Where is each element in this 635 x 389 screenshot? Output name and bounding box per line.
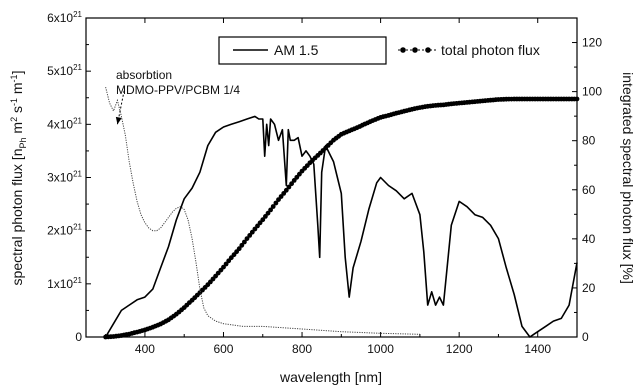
legend-label-am15: AM 1.5 [274,42,319,58]
x-tick-label-1: 600 [213,342,233,356]
annotation-line-2: MDMO-PPV/PCBM 1/4 [116,83,240,97]
total-flux-point-55 [247,233,253,238]
total-flux-point-53 [242,239,247,245]
series-line-absorption [105,86,420,335]
total-flux-point-69 [283,187,289,193]
total-flux-point-62 [265,210,271,216]
total-flux-point-46 [223,261,229,267]
x-axis-title: wavelength [nm] [279,369,382,385]
legend-marker-total-1 [400,47,406,53]
x-tick-label-3: 1000 [367,342,394,356]
total-flux-point-54 [244,236,250,242]
y-left-tick-label-2: 2x1021 [47,223,82,238]
y-right-tick-label-6: 120 [582,36,602,50]
legend-marker-total-3 [425,47,431,53]
total-flux-point-59 [257,220,263,226]
y-right-tick-label-3: 60 [582,183,596,197]
total-flux-point-65 [273,200,279,206]
y-left-axis-title: spectral photon flux [nPh m2 s-1 m-1] [9,71,28,286]
legend-marker-total-2 [412,47,418,53]
annotation-line-1: absorbtion [116,68,172,82]
legend-label-total: total photon flux [441,42,540,58]
y-right-tick-label-0: 0 [582,330,589,344]
annotation-arrowhead [115,116,122,125]
y-left-tick-label-3: 3x1021 [47,170,82,185]
x-tick-label-0: 400 [135,342,155,356]
total-flux-point-56 [249,229,255,235]
ticks-layer: 400 600 800 1000 1200 140001x10212x10213x1021… [47,10,602,356]
total-flux-point-63 [268,207,273,213]
plot-area [103,86,580,340]
y-left-tick-label-4: 4x1021 [47,116,82,131]
y-right-axis-title: integrated spectral photon flux [%] [620,72,635,284]
series-2 [105,86,420,335]
y-left-tick-label-1: 1x1021 [47,276,82,291]
series-line-am15 [104,115,578,338]
y-left-tick-label-5: 5x1021 [47,63,82,78]
y-left-tick-label-6: 6x1021 [47,10,82,25]
series-0 [104,115,578,338]
total-flux-point-70 [286,184,292,190]
y-right-tick-label-4: 80 [582,134,596,148]
x-tick-label-2: 800 [292,342,312,356]
y-left-tick-label-0: 0 [75,330,82,344]
total-flux-point-52 [239,242,245,248]
absorption-annotation: absorbtion MDMO-PPV/PCBM 1/4 [115,68,240,125]
plot-frame [85,17,578,338]
y-right-tick-label-5: 100 [582,85,602,99]
x-tick-label-5: 1400 [524,342,551,356]
series-1 [103,96,580,340]
total-flux-point-64 [270,204,276,209]
legend: AM 1.5 total photon flux [218,36,540,65]
total-flux-point-71 [289,181,294,187]
series-layer [103,86,580,340]
total-flux-point-60 [260,217,266,223]
total-flux-point-51 [236,246,242,252]
y-right-tick-label-1: 20 [582,281,596,295]
total-flux-point-61 [263,214,268,219]
x-tick-label-4: 1200 [446,342,473,356]
y-right-tick-label-2: 40 [582,232,596,246]
